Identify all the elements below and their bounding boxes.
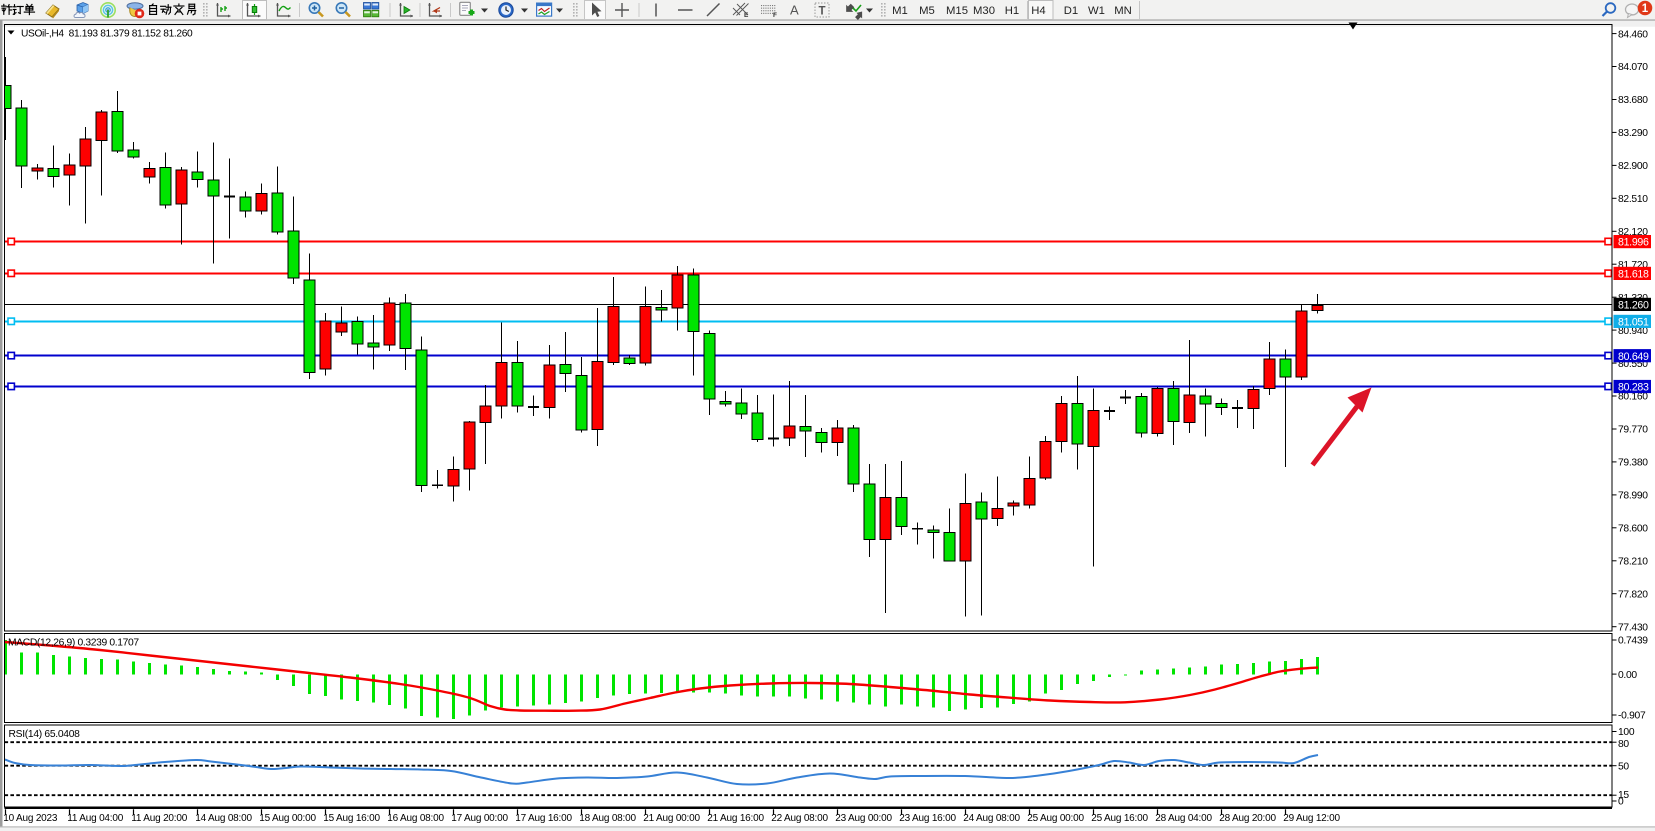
svg-text:78.210: 78.210 xyxy=(1618,557,1648,568)
svg-text:M1: M1 xyxy=(892,5,908,17)
svg-text:78.990: 78.990 xyxy=(1618,491,1648,502)
svg-text:F: F xyxy=(773,12,777,19)
svg-text:81.996: 81.996 xyxy=(1618,237,1649,249)
svg-text:W1: W1 xyxy=(1088,5,1105,17)
svg-text:M30: M30 xyxy=(973,5,995,17)
svg-text:D1: D1 xyxy=(1064,5,1078,17)
svg-text:0.00: 0.00 xyxy=(1618,670,1637,681)
svg-text:14 Aug 08:00: 14 Aug 08:00 xyxy=(195,813,252,824)
svg-text:M5: M5 xyxy=(919,5,935,17)
svg-text:23 Aug 00:00: 23 Aug 00:00 xyxy=(835,813,892,824)
svg-text:80.283: 80.283 xyxy=(1618,382,1649,394)
svg-text:77.820: 77.820 xyxy=(1618,589,1648,600)
svg-text:79.770: 79.770 xyxy=(1618,425,1648,436)
svg-text:10 Aug 2023: 10 Aug 2023 xyxy=(3,813,58,824)
svg-text:22 Aug 08:00: 22 Aug 08:00 xyxy=(771,813,828,824)
svg-text:100: 100 xyxy=(1618,727,1635,738)
svg-text:RSI(14) 65.0408: RSI(14) 65.0408 xyxy=(9,729,81,740)
svg-text:83.290: 83.290 xyxy=(1618,128,1648,139)
svg-text:21 Aug 00:00: 21 Aug 00:00 xyxy=(643,813,700,824)
svg-text:0.7439: 0.7439 xyxy=(1618,636,1648,647)
svg-text:MN: MN xyxy=(1114,5,1132,17)
svg-text:80.940: 80.940 xyxy=(1618,326,1648,337)
svg-text:18 Aug 08:00: 18 Aug 08:00 xyxy=(579,813,636,824)
svg-text:84.460: 84.460 xyxy=(1618,29,1648,40)
svg-text:80: 80 xyxy=(1618,739,1629,750)
svg-text:M15: M15 xyxy=(946,5,968,17)
svg-text:80.649: 80.649 xyxy=(1618,351,1649,363)
svg-text:28 Aug 04:00: 28 Aug 04:00 xyxy=(1155,813,1212,824)
svg-text:E: E xyxy=(744,12,749,19)
svg-text:MACD(12,26,9) 0.3239 0.1707: MACD(12,26,9) 0.3239 0.1707 xyxy=(8,638,139,649)
svg-text:24 Aug 08:00: 24 Aug 08:00 xyxy=(963,813,1020,824)
svg-text:21 Aug 16:00: 21 Aug 16:00 xyxy=(707,813,764,824)
svg-text:H4: H4 xyxy=(1031,5,1045,17)
svg-text:77.430: 77.430 xyxy=(1618,622,1648,633)
svg-text:23 Aug 16:00: 23 Aug 16:00 xyxy=(899,813,956,824)
svg-text:29 Aug 12:00: 29 Aug 12:00 xyxy=(1283,813,1340,824)
svg-text:78.600: 78.600 xyxy=(1618,524,1648,535)
svg-text:T: T xyxy=(819,6,826,18)
svg-text:USOil-,H4 81.193 81.379 81.15: USOil-,H4 81.193 81.379 81.152 81.260 xyxy=(21,29,193,40)
svg-text:25 Aug 00:00: 25 Aug 00:00 xyxy=(1027,813,1084,824)
svg-text:81.260: 81.260 xyxy=(1618,300,1649,312)
svg-text:81.618: 81.618 xyxy=(1618,269,1649,281)
svg-text:80.160: 80.160 xyxy=(1618,392,1648,403)
svg-text:15 Aug 00:00: 15 Aug 00:00 xyxy=(259,813,316,824)
svg-text:79.380: 79.380 xyxy=(1618,458,1648,469)
svg-text:A: A xyxy=(790,3,799,18)
svg-text:81.051: 81.051 xyxy=(1618,317,1649,329)
svg-text:1: 1 xyxy=(1642,3,1649,15)
svg-text:H1: H1 xyxy=(1005,5,1019,17)
svg-text:28 Aug 20:00: 28 Aug 20:00 xyxy=(1219,813,1276,824)
svg-text:16 Aug 08:00: 16 Aug 08:00 xyxy=(387,813,444,824)
svg-text:82.900: 82.900 xyxy=(1618,161,1648,172)
svg-text:11 Aug 20:00: 11 Aug 20:00 xyxy=(131,813,187,824)
svg-text:17 Aug 16:00: 17 Aug 16:00 xyxy=(515,813,572,824)
svg-text:15 Aug 16:00: 15 Aug 16:00 xyxy=(323,813,380,824)
svg-text:17 Aug 00:00: 17 Aug 00:00 xyxy=(451,813,508,824)
svg-text:82.510: 82.510 xyxy=(1618,194,1648,205)
svg-text:25 Aug 16:00: 25 Aug 16:00 xyxy=(1091,813,1148,824)
svg-text:-0.907: -0.907 xyxy=(1618,711,1646,722)
svg-text:11 Aug 04:00: 11 Aug 04:00 xyxy=(67,813,123,824)
svg-text:50: 50 xyxy=(1618,761,1629,772)
svg-text:82.120: 82.120 xyxy=(1618,227,1648,238)
svg-text:81.720: 81.720 xyxy=(1618,260,1648,271)
svg-text:15: 15 xyxy=(1618,790,1629,801)
svg-text:83.680: 83.680 xyxy=(1618,95,1648,106)
svg-text:80.550: 80.550 xyxy=(1618,359,1648,370)
svg-text:84.070: 84.070 xyxy=(1618,62,1648,73)
svg-text:0: 0 xyxy=(1618,797,1624,808)
